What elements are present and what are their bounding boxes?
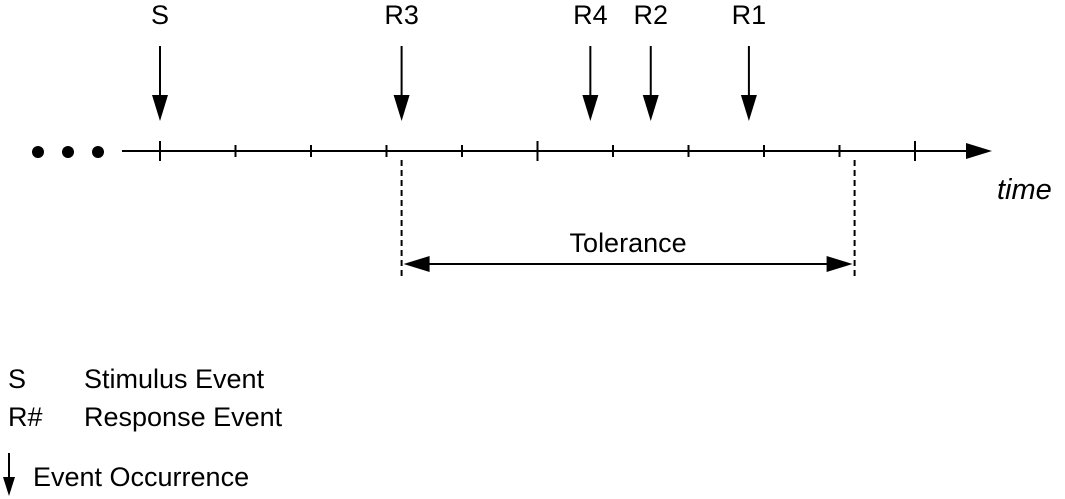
- down-arrow-icon: [3, 453, 15, 496]
- down-arrow-icon: [152, 95, 168, 121]
- event-markers: S R3 R4 R2 R1: [151, 0, 766, 121]
- event-label-response-1: R1: [732, 0, 767, 30]
- event-response-3: R3: [384, 0, 419, 121]
- ellipsis-dots: [32, 146, 104, 158]
- legend-text-stimulus: Stimulus Event: [84, 364, 265, 394]
- legend: S Stimulus Event R# Response Event Event…: [3, 364, 283, 496]
- event-response-1: R1: [732, 0, 767, 121]
- event-response-2: R2: [633, 0, 668, 121]
- time-axis-arrowhead: [966, 143, 992, 159]
- ellipsis-dot: [32, 146, 44, 158]
- event-stimulus: S: [151, 0, 169, 121]
- tolerance-interval: Tolerance: [400, 160, 856, 280]
- down-arrow-icon: [740, 95, 757, 121]
- time-axis: time: [122, 141, 1052, 206]
- left-arrowhead-icon: [403, 256, 430, 272]
- event-label-response-2: R2: [633, 0, 668, 30]
- right-arrowhead-icon: [826, 256, 853, 272]
- down-arrow-icon: [393, 95, 410, 121]
- event-label-response-3: R3: [384, 0, 419, 30]
- time-axis-label: time: [997, 174, 1052, 206]
- event-label-stimulus: S: [151, 0, 169, 30]
- legend-text-response: Response Event: [84, 402, 283, 432]
- tolerance-label: Tolerance: [570, 228, 687, 258]
- ellipsis-dot: [62, 146, 74, 158]
- down-arrow-icon: [582, 95, 599, 121]
- event-response-4: R4: [573, 0, 608, 121]
- event-label-response-4: R4: [573, 0, 608, 30]
- ellipsis-dot: [92, 146, 104, 158]
- down-arrow-icon: [642, 95, 659, 121]
- legend-symbol-response: R#: [8, 402, 43, 432]
- legend-text-occurrence: Event Occurrence: [33, 462, 249, 492]
- legend-symbol-stimulus: S: [8, 364, 26, 394]
- axis-ticks: [159, 141, 916, 161]
